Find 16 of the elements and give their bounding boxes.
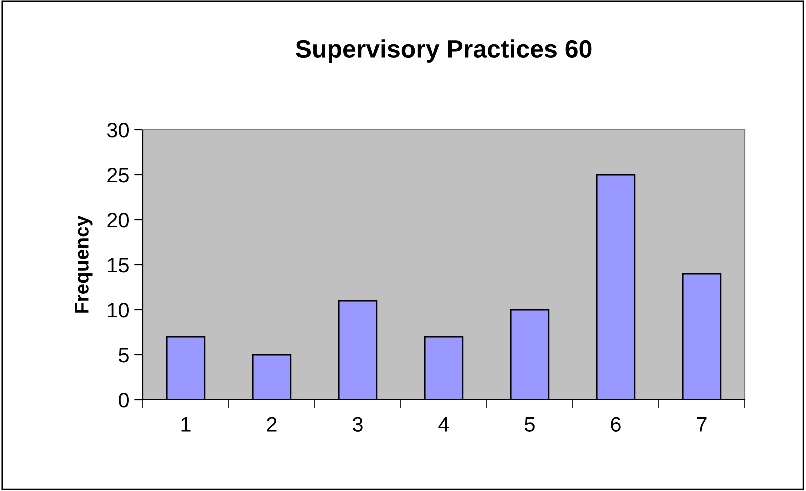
y-axis-title: Frequency [75, 216, 93, 313]
x-tick-label: 2 [267, 417, 277, 432]
x-tick-label: 5 [525, 417, 535, 432]
y-tick-label: 30 [107, 123, 129, 138]
x-tick-label: 4 [438, 417, 450, 432]
y-tick-label: 0 [119, 393, 129, 408]
y-tick-label: 20 [108, 213, 129, 228]
x-tick-label: 3 [353, 417, 363, 432]
x-tick-label: 1 [182, 417, 191, 432]
y-tick-label: 10 [108, 303, 129, 318]
y-tick-label: 15 [108, 258, 129, 273]
chart-title: Supervisory Practices 60 [296, 40, 592, 63]
x-tick-label: 6 [611, 417, 621, 432]
y-tick-label: 25 [108, 168, 129, 183]
x-tick-label: 7 [697, 417, 707, 432]
y-tick-label: 5 [119, 348, 129, 363]
